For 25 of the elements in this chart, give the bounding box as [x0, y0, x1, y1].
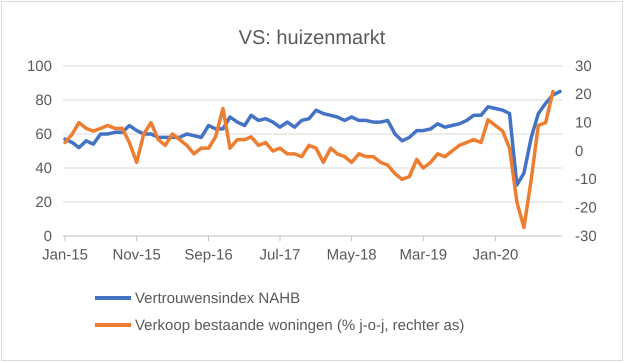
x-tick-label: Jan-20	[472, 246, 518, 264]
y2-tick-label: 30	[575, 58, 592, 75]
line-series	[63, 90, 555, 230]
x-tick-label: Mar-19	[400, 246, 448, 264]
x-tick-label: May-18	[326, 246, 377, 264]
y-tick-label: 80	[35, 92, 52, 109]
legend-label: Vertrouwensindex NAHB	[135, 290, 300, 307]
y-tick-label: 40	[35, 160, 52, 177]
y2-tick-label: -20	[575, 199, 597, 216]
chart-title: VS: huizenmarkt	[238, 27, 386, 49]
y2-tick-label: 10	[575, 114, 592, 132]
y-tick-label: 20	[35, 194, 52, 211]
y2-tick-label: -10	[575, 171, 597, 188]
y-tick-label: 100	[26, 58, 52, 75]
y2-tick-label: 0	[575, 142, 584, 160]
x-tick-label: Jul-17	[260, 246, 300, 264]
x-tick-label: Jan-15	[42, 246, 88, 264]
x-tick-label: Nov-15	[112, 246, 161, 264]
legend-label: Verkoop bestaande woningen (% j-o-j, rechter as)	[135, 317, 464, 334]
x-tick-label: Sep-16	[184, 246, 233, 264]
y-tick-label: 60	[35, 126, 52, 143]
line-series	[63, 90, 562, 187]
y2-tick-label: -30	[575, 228, 597, 245]
y2-tick-label: 20	[575, 86, 592, 104]
y-tick-label: 0	[44, 228, 52, 245]
